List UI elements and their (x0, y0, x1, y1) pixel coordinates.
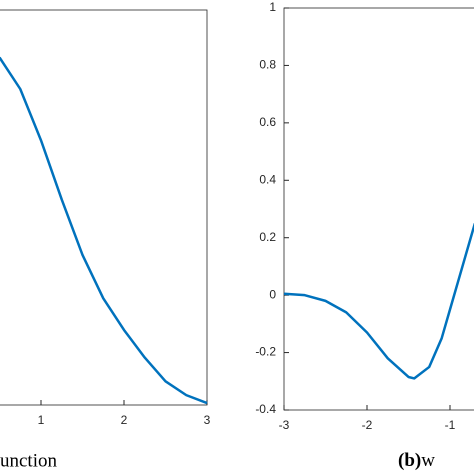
caption-a: unction (0, 450, 57, 471)
x-tick-label: -1 (445, 418, 456, 432)
line-series (283, 223, 474, 380)
x-tick-label: 3 (204, 413, 211, 427)
line-series (0, 56, 208, 405)
y-tick-label: -0.2 (255, 345, 276, 359)
y-tick-label: 0.2 (259, 230, 276, 244)
y-tick-label: 0.8 (259, 58, 276, 72)
x-tick-label: -2 (362, 418, 373, 432)
axes-box (283, 7, 474, 411)
y-tick-label: 0.6 (259, 115, 276, 129)
axes-box (0, 9, 208, 406)
y-tick-label: -0.4 (255, 402, 276, 416)
y-tick-label: 0.4 (259, 172, 276, 186)
caption-b-text: w (421, 450, 435, 471)
y-tick-label: 0 (269, 287, 276, 301)
caption-b-label: (b) (398, 450, 421, 471)
x-tick-label: 2 (121, 413, 128, 427)
x-tick-label: -3 (279, 418, 290, 432)
caption-b: (b)w (398, 450, 435, 471)
y-tick-label: 1 (269, 0, 276, 14)
x-tick-label: 1 (38, 413, 45, 427)
